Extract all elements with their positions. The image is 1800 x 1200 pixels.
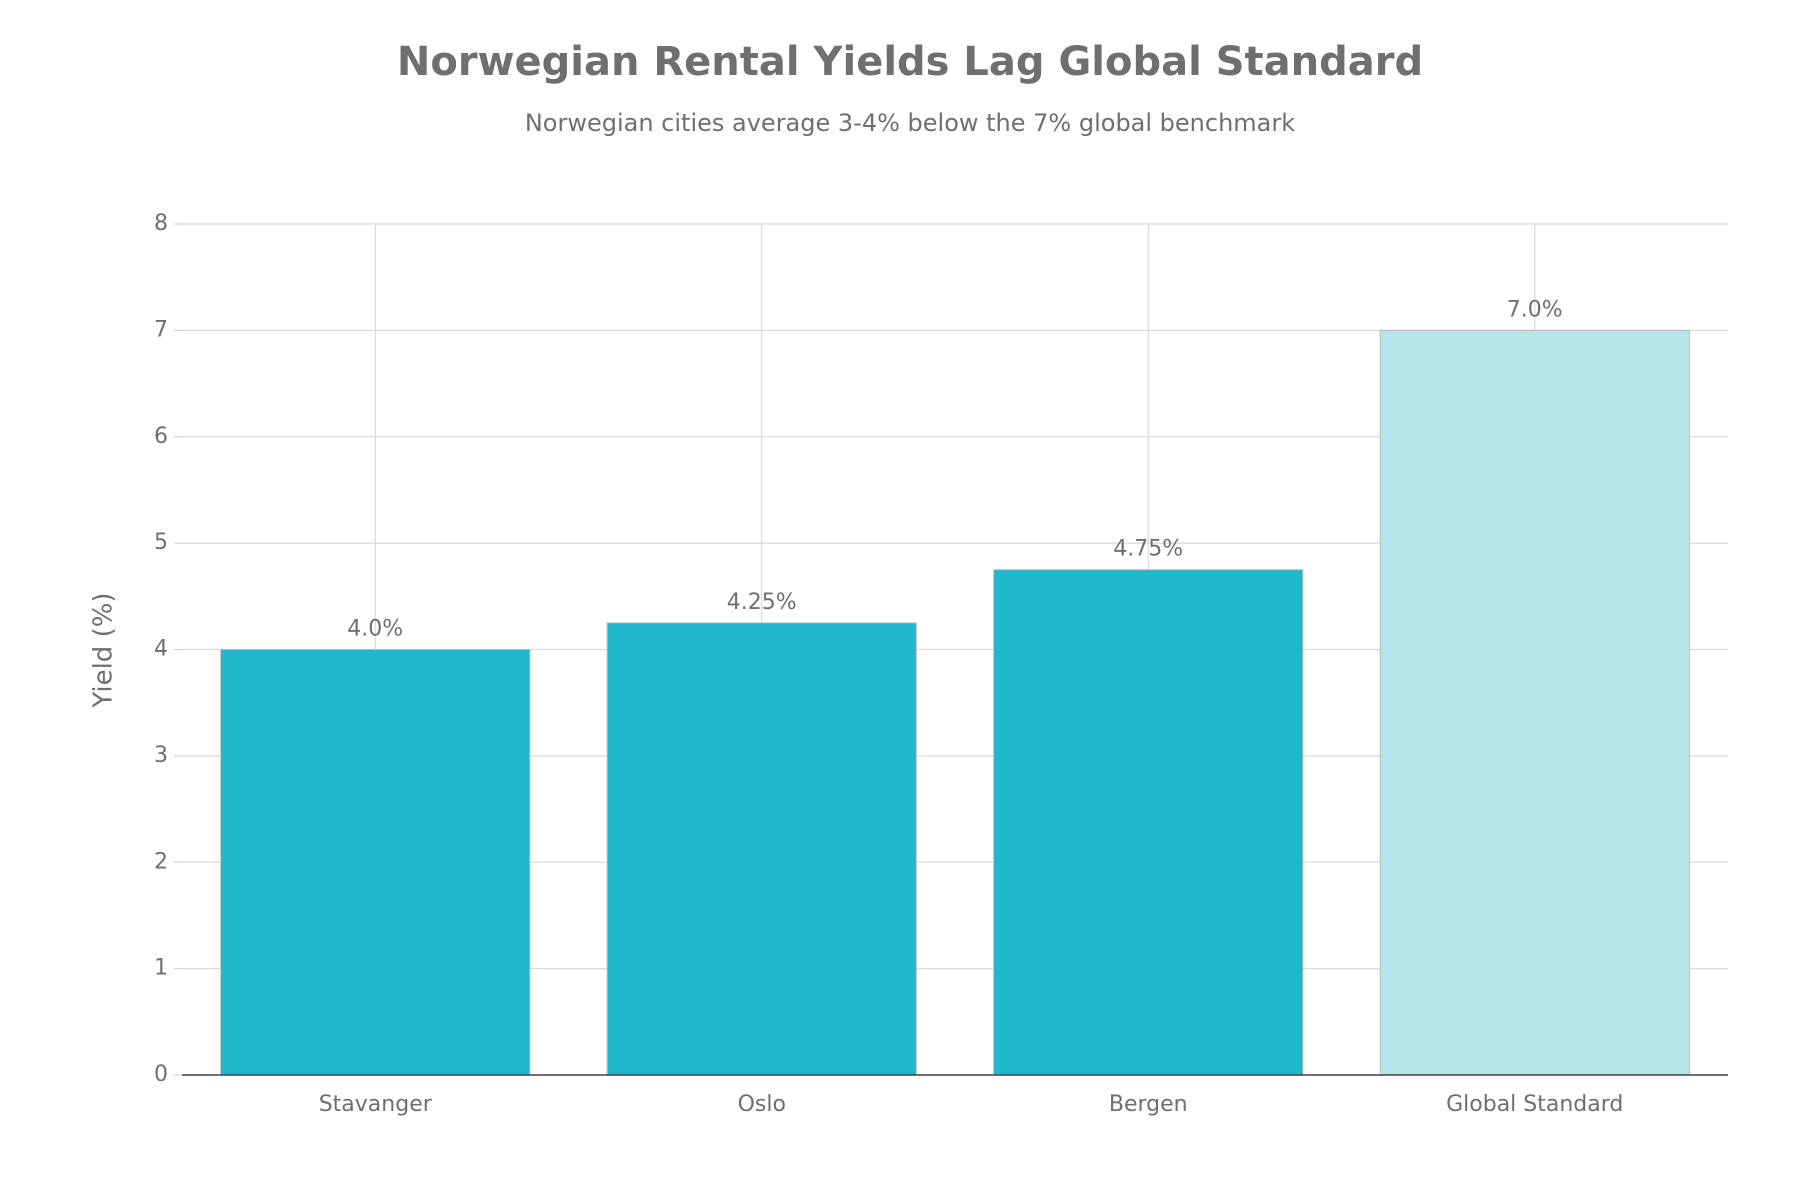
y-tick-label: 0: [154, 1062, 168, 1087]
y-tick-label: 7: [154, 317, 168, 342]
chart-subtitle: Norwegian cities average 3-4% below the …: [525, 109, 1295, 137]
bar: [1379, 329, 1690, 1076]
x-tick-label: Global Standard: [1446, 1092, 1623, 1117]
y-axis-label: Yield (%): [89, 592, 119, 708]
bar: [993, 569, 1304, 1076]
x-tick-label: Stavanger: [319, 1092, 433, 1117]
y-tick-label: 5: [154, 530, 168, 555]
y-tick-label: 6: [154, 424, 168, 449]
value-label: 4.25%: [727, 590, 797, 615]
value-label: 4.0%: [347, 617, 403, 642]
y-tick-label: 2: [154, 849, 168, 874]
x-tick-label: Oslo: [738, 1092, 786, 1117]
y-tick-label: 3: [154, 743, 168, 768]
value-label: 4.75%: [1113, 537, 1183, 562]
chart-title: Norwegian Rental Yields Lag Global Stand…: [397, 39, 1423, 85]
y-tick-label: 1: [154, 956, 168, 981]
bar: [606, 622, 917, 1076]
bar: [220, 649, 531, 1076]
y-tick-label: 8: [154, 211, 168, 236]
y-tick-label: 4: [154, 637, 168, 662]
value-label: 7.0%: [1507, 297, 1563, 322]
x-tick-label: Bergen: [1109, 1092, 1188, 1117]
